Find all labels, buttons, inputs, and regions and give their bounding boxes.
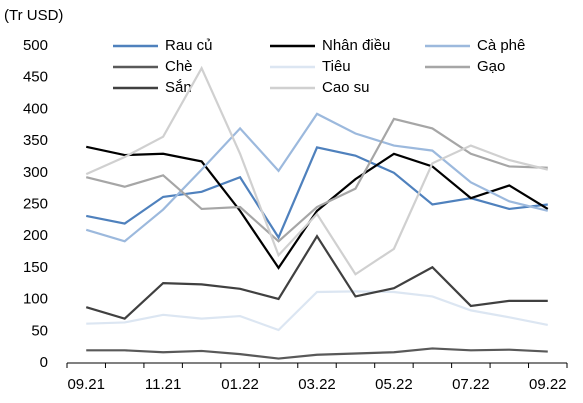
y-tick-label: 300: [23, 164, 48, 181]
legend-label: Tiêu: [322, 58, 351, 75]
legend-label: Gạo: [477, 58, 505, 75]
series-line: [86, 146, 548, 240]
y-tick-label: 100: [23, 291, 48, 308]
legend-label: Nhân điều: [322, 37, 390, 54]
x-tick-label: 05.22: [375, 376, 413, 393]
series-line: [85, 112, 549, 243]
y-tick-label: 0: [40, 354, 48, 371]
series-line: [86, 145, 549, 270]
legend-label: Cà phê: [477, 37, 525, 54]
x-tick-label: 11.21: [145, 376, 181, 393]
series-line: [86, 290, 548, 332]
y-tick-label: 200: [23, 227, 48, 244]
y-tick-label: 250: [23, 195, 48, 212]
legend-label: Sắn: [165, 79, 192, 96]
y-tick-label: 400: [23, 100, 48, 117]
x-tick-label: 03.22: [298, 376, 336, 393]
y-tick-label: 50: [31, 322, 48, 339]
series-line: [85, 234, 548, 320]
legend-label: Chè: [165, 58, 193, 75]
y-tick-label: 450: [23, 69, 48, 86]
series-line: [85, 65, 549, 276]
x-tick-label: 09.22: [529, 376, 567, 393]
x-tick-label: 07.22: [452, 376, 490, 393]
y-tick-label: 150: [23, 259, 48, 276]
y-tick-label: 350: [23, 132, 48, 149]
y-tick-label: 500: [23, 37, 48, 54]
legend-label: Rau củ: [165, 37, 213, 54]
y-axis-label: (Tr USD): [4, 7, 63, 24]
series-line: [85, 117, 548, 243]
legend-label: Cao su: [322, 79, 370, 96]
x-tick-label: 09.21: [67, 376, 105, 393]
series-line: [86, 347, 548, 360]
x-tick-label: 01.22: [221, 376, 259, 393]
